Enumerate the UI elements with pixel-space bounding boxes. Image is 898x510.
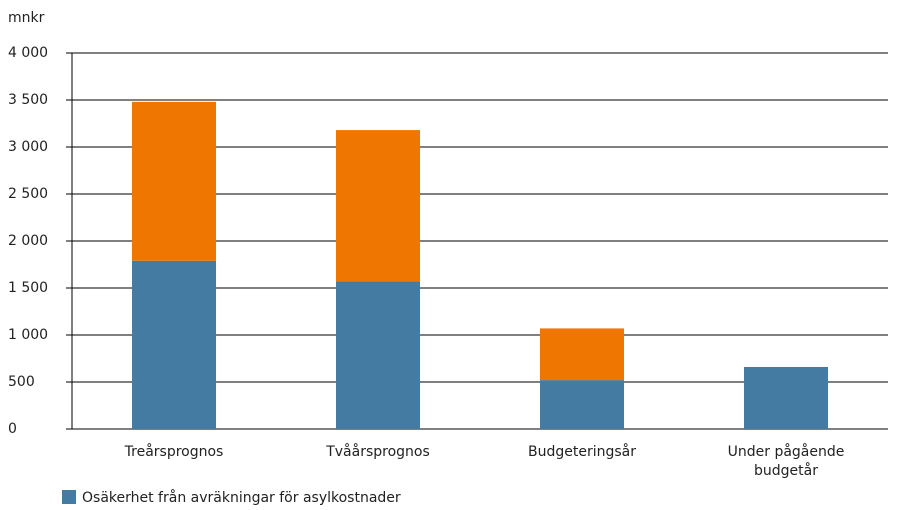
bar-segment (336, 130, 420, 282)
y-tick-label: 500 (8, 374, 35, 390)
bar-segment (540, 328, 624, 381)
bar-segment (744, 366, 828, 429)
y-tick-label: 4 000 (8, 45, 48, 61)
bar-segment (336, 281, 420, 429)
y-tick-label: 2 000 (8, 233, 48, 249)
x-tick-label: Budgeteringsår (527, 444, 636, 460)
y-tick-label: 1 000 (8, 327, 48, 343)
x-tick-label: Tvåårsprognos (326, 444, 430, 460)
bar-segment (132, 101, 216, 261)
y-tick-label: 3 500 (8, 92, 48, 108)
y-tick-label: 3 000 (8, 139, 48, 155)
y-tick-label: 1 500 (8, 280, 48, 296)
bar-segment (540, 380, 624, 429)
bar-segment (132, 260, 216, 429)
x-tick-label: Treårsprognos (124, 444, 224, 460)
y-axis-label: mnkr (8, 10, 45, 26)
legend-swatch (62, 490, 76, 504)
y-tick-label: 0 (8, 421, 17, 437)
y-tick-label: 2 500 (8, 186, 48, 202)
legend-label: Osäkerhet från avräkningar för asylkostn… (82, 489, 401, 506)
x-tick-label: Under pågående budgetår (727, 444, 845, 479)
